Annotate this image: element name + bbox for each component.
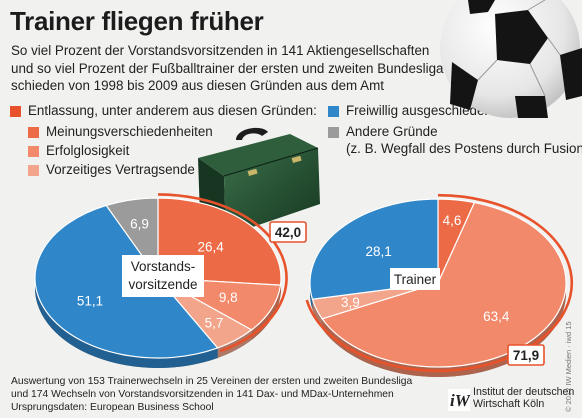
publisher-line: Institut der deutschen [473,386,575,398]
pie-slice-side [35,278,218,368]
chart-subtitle: So viel Prozent der Vorstandsvorsitzende… [11,42,451,95]
publisher-name: Institut der deutschen Wirtschaft Köln [473,386,574,410]
pie-layer: 26,4 9,8 5,7 51,1 6,9 42,0 Vorstands-vorsitzen… [34,193,574,378]
legend-swatch [328,127,339,138]
chart-title: Trainer fliegen früher [10,6,264,36]
legend-label: Andere Gründe [346,124,438,139]
source-note: Ursprungsdaten: European Business School [11,402,214,413]
legend-label: Freiwillig ausgeschieden [346,103,492,118]
dismissal-bracket [305,193,574,373]
soccer-ball-icon [440,0,582,118]
slice-label: 26,4 [198,240,225,255]
subtitle-line: So viel Prozent der Vorstandsvorsitzende… [11,43,430,58]
legend-swatch [28,146,39,157]
legend-dismissal: Entlassung, unter anderem aus diesen Grü… [10,102,317,180]
slice-label: 63,4 [483,309,510,324]
legend-label: Meinungsverschiedenheiten [46,124,213,139]
copyright-note: © 2012 IW Medien · iwd 15 [564,321,573,412]
footer-note: Auswertung von 153 Trainerwechseln in 25… [11,376,413,387]
legend-swatch [10,106,21,117]
slice-label: 6,9 [130,216,149,231]
dismissal-total-label: 42,0 [275,225,301,240]
legend-label: Entlassung, unter anderem aus diesen Grü… [28,103,317,118]
dismissal-bracket [157,193,288,353]
legend-item-early-contract-end: Vorzeitiges Vertragsende [10,161,317,178]
legend-swatch [28,165,39,176]
slice-label: 4,6 [443,213,462,228]
slice-label: 5,7 [205,316,224,331]
pie-slice-side [251,285,281,340]
pie-title: Vorstands- [131,259,196,274]
pie-title: Trainer [394,272,437,287]
pie-chart: 26,4 9,8 5,7 51,1 6,9 42,0 Vorstands-vorsitzen… [34,193,307,368]
pie-slice [321,201,567,368]
slice-label: 51,1 [77,293,103,308]
pie-chart: 4,6 63,4 3,9 28,1 71,9 Trainer [305,193,574,378]
chart-footer: Auswertung von 153 Trainerwechseln in 25… [11,375,431,414]
logo-text: iW [450,391,470,410]
slice-label: 9,8 [219,290,238,305]
dismissal-total-label: 71,9 [513,348,539,363]
pie-title-box [390,268,440,290]
legend-label: Erfolglosigkeit [46,143,130,158]
legend-item-lack-of-success: Erfolglosigkeit [10,142,317,159]
legend-swatch [28,127,39,138]
subtitle-line: und so viel Prozent der Fußballtrainer d… [11,60,444,76]
legend-label: Vorzeitiges Vertragsende [46,162,195,177]
iw-logo-icon: iW [448,389,470,411]
legend-item-voluntary: Freiwillig ausgeschieden [328,102,582,119]
pie-title-box [122,255,204,297]
footer-note: und 174 Wechseln von Vorstandsvorsitzend… [11,389,394,400]
legend-other-reasons: Freiwillig ausgeschieden Andere Gründe (… [328,102,582,161]
subtitle-line: schieden von 1998 bis 2009 aus diesen Gr… [11,78,384,94]
legend-swatch [328,106,339,117]
slice-label: 3,9 [341,295,360,310]
legend-note: (z. B. Wegfall des Postens durch Fusion) [346,141,582,156]
dismissal-total-box [269,221,307,243]
pie-title: vorsitzende [128,277,197,292]
dismissal-total-box [507,344,545,366]
legend-item-dismissal: Entlassung, unter anderem aus diesen Grü… [10,102,317,119]
legend-item-other: Andere Gründe (z. B. Wegfall des Postens… [328,123,582,157]
slice-label: 28,1 [366,244,392,259]
legend-item-disagreement: Meinungsverschiedenheiten [10,123,317,140]
publisher-line: Wirtschaft Köln [473,398,545,410]
